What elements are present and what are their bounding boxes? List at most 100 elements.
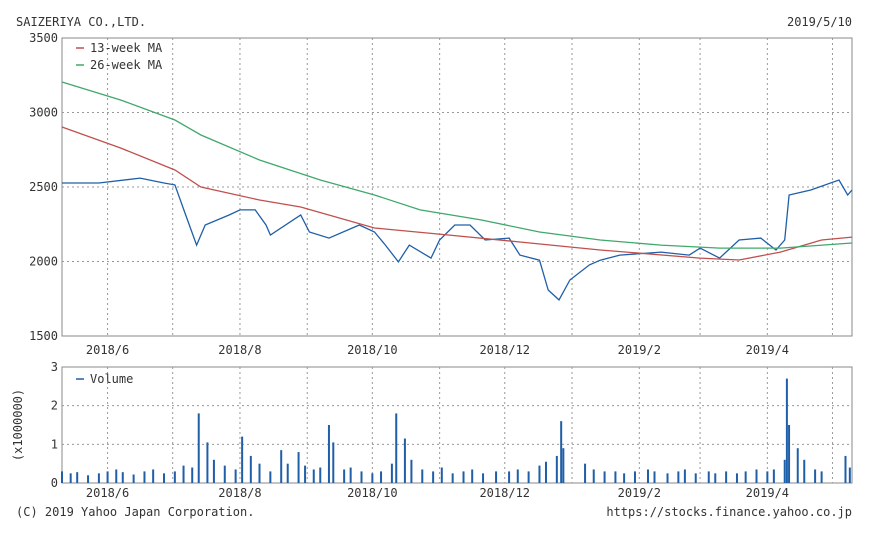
- volume-bar: [206, 442, 209, 483]
- volume-bar: [482, 473, 485, 483]
- x-tick-label: 2018/10: [347, 343, 398, 357]
- price-series-line-26-week-ma: [61, 81, 853, 249]
- volume-bar: [555, 455, 558, 483]
- x-tick-label: 2019/2: [618, 486, 661, 500]
- legend-label: 26-week MA: [90, 58, 163, 72]
- x-tick-label: 2018/6: [86, 343, 129, 357]
- volume-bar: [653, 471, 656, 483]
- volume-bar: [666, 473, 669, 483]
- volume-bar: [223, 465, 226, 483]
- volume-bar: [783, 459, 786, 483]
- volume-bar: [707, 471, 710, 483]
- volume-bar: [683, 469, 686, 483]
- volume-bar: [584, 463, 587, 483]
- volume-bar: [471, 469, 474, 483]
- volume-bar: [785, 378, 788, 483]
- x-tick-label: 2018/6: [86, 486, 129, 500]
- volume-bar: [143, 471, 146, 483]
- volume-bar: [87, 475, 90, 483]
- volume-bar: [312, 469, 315, 483]
- volume-bar: [234, 469, 237, 483]
- volume-bar: [592, 469, 595, 483]
- y-tick-label: 3: [51, 360, 58, 374]
- y-tick-label: 1500: [29, 329, 58, 343]
- volume-bar: [152, 469, 155, 483]
- source-link[interactable]: https://stocks.finance.yahoo.co.jp: [606, 505, 852, 519]
- x-tick-label: 2019/2: [618, 343, 661, 357]
- volume-bar: [544, 461, 547, 483]
- volume-bar: [380, 471, 383, 483]
- volume-bar: [803, 459, 806, 483]
- y-tick-label: 2: [51, 399, 58, 413]
- volume-bar: [343, 469, 346, 483]
- company-name: SAIZERIYA CO.,LTD.: [16, 15, 146, 29]
- volume-bar: [538, 465, 541, 483]
- volume-bar: [725, 471, 728, 483]
- chart-date: 2019/5/10: [787, 15, 852, 29]
- volume-bar: [516, 469, 519, 483]
- price-series-line-13-week-ma: [61, 126, 853, 261]
- volume-bar: [97, 473, 100, 483]
- volume-bar: [421, 469, 424, 483]
- volume-bar: [694, 473, 697, 483]
- volume-bar: [249, 455, 252, 483]
- volume-bar: [508, 471, 511, 483]
- copyright: (C) 2019 Yahoo Japan Corporation.: [16, 505, 254, 519]
- volume-bar: [360, 471, 363, 483]
- volume-bar: [241, 436, 244, 483]
- volume-bar: [623, 473, 626, 483]
- plot-area: [61, 366, 853, 484]
- volume-bar: [451, 473, 454, 483]
- y-tick-label: 0: [51, 476, 58, 490]
- volume-bar: [121, 472, 124, 483]
- volume-bar: [173, 471, 176, 483]
- volume-bar: [735, 473, 738, 483]
- volume-bar: [560, 421, 563, 483]
- volume-bar: [744, 471, 747, 483]
- volume-bar: [61, 471, 63, 483]
- volume-bar: [814, 469, 817, 483]
- volume-bar: [390, 463, 393, 483]
- volume-bar: [297, 452, 300, 483]
- volume-unit-label: (x1000000): [11, 389, 25, 461]
- volume-bar: [304, 465, 307, 483]
- volume-bar: [714, 473, 717, 483]
- volume-bar: [269, 471, 272, 483]
- volume-bar: [766, 471, 769, 483]
- x-tick-label: 2018/12: [479, 343, 530, 357]
- legend-label: 13-week MA: [90, 41, 163, 55]
- volume-bar: [76, 472, 79, 483]
- price-series-line: [62, 177, 853, 301]
- volume-bar: [132, 474, 135, 483]
- y-tick-label: 2500: [29, 180, 58, 194]
- volume-bar: [163, 473, 166, 483]
- volume-bar: [410, 459, 413, 483]
- volume-bar: [371, 473, 374, 483]
- volume-bar: [646, 469, 649, 483]
- volume-bar: [395, 413, 398, 483]
- volume-bar: [349, 467, 352, 483]
- x-tick-label: 2018/8: [218, 343, 261, 357]
- volume-bar: [115, 469, 118, 483]
- volume-bar: [440, 467, 443, 483]
- volume-bar: [788, 425, 791, 483]
- volume-bar: [327, 425, 330, 483]
- volume-bar: [258, 463, 261, 483]
- volume-bar: [191, 467, 194, 483]
- volume-bar: [527, 471, 530, 483]
- volume-bar: [614, 471, 617, 483]
- volume-bar: [212, 459, 215, 483]
- volume-bar: [844, 455, 847, 483]
- y-tick-label: 3000: [29, 106, 58, 120]
- y-tick-label: 2000: [29, 255, 58, 269]
- x-tick-label: 2018/8: [218, 486, 261, 500]
- x-tick-label: 2019/4: [746, 343, 789, 357]
- volume-bar: [69, 473, 72, 483]
- y-tick-label: 3500: [29, 31, 58, 45]
- volume-bar: [848, 467, 851, 483]
- volume-bar: [106, 471, 109, 483]
- volume-bar: [603, 471, 606, 483]
- y-tick-label: 1: [51, 437, 58, 451]
